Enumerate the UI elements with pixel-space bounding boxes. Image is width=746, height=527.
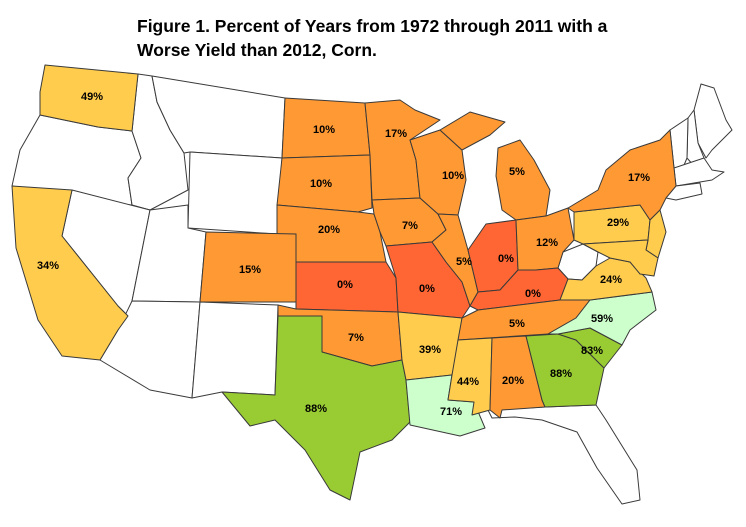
label-ga: 88% [550, 368, 572, 380]
label-ne: 20% [318, 224, 340, 236]
label-mn: 17% [385, 128, 407, 140]
label-ky: 0% [525, 288, 541, 300]
label-il: 5% [456, 256, 472, 268]
label-sc: 83% [581, 345, 603, 357]
state-il [431, 213, 479, 307]
label-pa: 29% [607, 217, 629, 229]
label-wi: 10% [442, 170, 464, 182]
label-ok: 7% [348, 332, 364, 344]
label-al: 20% [502, 375, 524, 387]
state-tx [221, 315, 411, 501]
state-nc [547, 291, 657, 346]
label-sd: 10% [310, 178, 332, 190]
state-sd [276, 154, 373, 213]
label-ny: 17% [628, 172, 650, 184]
figure-title: Figure 1. Percent of Years from 1972 thr… [137, 14, 717, 62]
state-ny [567, 129, 677, 221]
state-md-de [582, 239, 659, 277]
label-ar: 39% [419, 344, 441, 356]
state-wy [187, 151, 283, 235]
state-fl [487, 404, 641, 505]
label-tn: 5% [509, 318, 525, 330]
state-labels: 49% 34% 10% 10% 20% 15% 0% 7% 88% 17% 7%… [37, 91, 650, 418]
label-nc: 59% [591, 313, 613, 325]
label-in: 0% [498, 253, 514, 265]
label-nd: 10% [313, 124, 335, 136]
title-line-1: Figure 1. Percent of Years from 1972 thr… [137, 16, 608, 36]
state-wa [39, 64, 139, 132]
label-ia: 7% [402, 220, 418, 232]
label-ca: 34% [37, 260, 59, 272]
label-la: 71% [440, 406, 462, 418]
label-ms: 44% [457, 376, 479, 388]
title-line-2: Worse Yield than 2012, Corn. [137, 40, 377, 60]
label-tx: 88% [305, 403, 327, 415]
label-mo: 0% [419, 283, 435, 295]
label-co: 15% [239, 264, 261, 276]
state-nm [191, 301, 279, 399]
label-ks: 0% [337, 279, 353, 291]
label-va: 24% [600, 274, 622, 286]
state-me [693, 83, 733, 159]
state-ca [11, 185, 129, 361]
label-wa: 49% [81, 91, 103, 103]
label-oh: 12% [536, 237, 558, 249]
label-mi: 5% [509, 166, 525, 178]
